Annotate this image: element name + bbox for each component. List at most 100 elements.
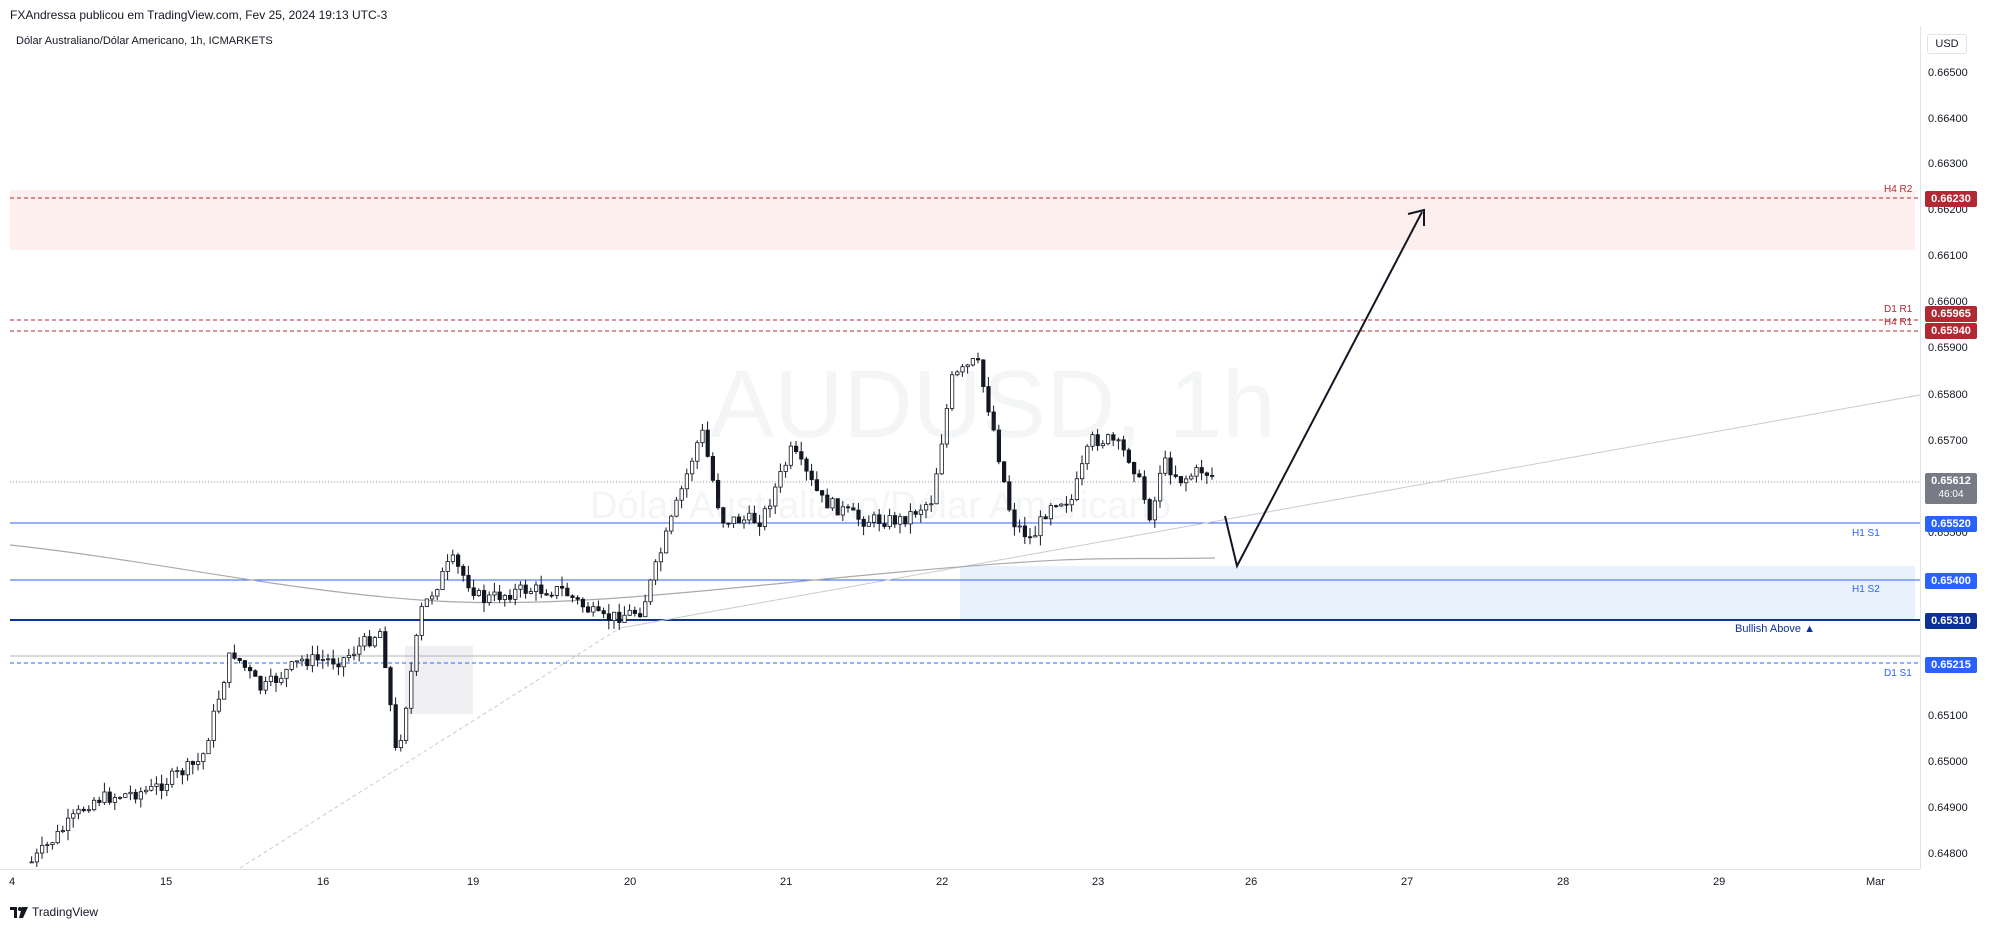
candle-body	[1111, 434, 1116, 441]
candle-body	[1038, 516, 1043, 537]
price-tick: 0.66500	[1928, 67, 1968, 79]
candle-body	[232, 652, 237, 659]
candle-body	[700, 429, 705, 444]
current-price-tag: 0.65612 46:04	[1925, 473, 1977, 504]
candle-body	[242, 660, 247, 668]
price-axis[interactable]	[1920, 26, 1991, 869]
candle-body	[154, 783, 159, 787]
candle-body	[752, 512, 757, 524]
price-tick: 0.64900	[1928, 802, 1968, 814]
candle-body	[736, 516, 742, 524]
level-label-h4-r1: H4 R1	[1884, 317, 1913, 328]
candle-body	[40, 844, 45, 854]
candle-body	[97, 799, 102, 803]
candle-body	[1028, 536, 1033, 539]
candle-body	[1142, 476, 1147, 500]
candle-body	[669, 515, 674, 532]
candle-body	[143, 789, 149, 793]
candle-body	[175, 770, 180, 773]
candle-body	[279, 677, 284, 683]
footer-brand-text: TradingView	[32, 905, 99, 919]
candle-body	[1033, 535, 1038, 538]
candle-body	[747, 512, 752, 521]
candle-body	[950, 374, 955, 409]
candle-body	[924, 504, 929, 511]
price-tick: 0.66300	[1928, 158, 1968, 170]
candle-body	[1210, 475, 1215, 477]
candle-body	[612, 611, 617, 621]
candle-body	[970, 358, 976, 366]
candle-body	[164, 783, 169, 791]
candle-body	[247, 667, 253, 672]
candle-body	[1064, 503, 1069, 506]
candle-body	[346, 654, 352, 659]
price-tag-h4-r1: 0.65940	[1925, 323, 1977, 339]
candle-body	[507, 594, 513, 600]
candle-body	[856, 509, 861, 520]
candle-body	[939, 443, 944, 475]
candle-body	[1048, 505, 1053, 520]
candle-body	[476, 590, 482, 596]
candle-body	[341, 657, 346, 668]
candle-body	[1173, 474, 1178, 477]
currency-selector[interactable]: USD	[1927, 34, 1967, 54]
candle-body	[825, 494, 830, 509]
candle-body	[528, 591, 534, 594]
candle-body	[565, 587, 570, 597]
candle-body	[632, 609, 638, 614]
footer-brand[interactable]: TradingView	[10, 905, 98, 919]
candle-body	[419, 606, 424, 636]
candle-body	[846, 506, 851, 509]
candle-body	[731, 516, 736, 524]
candle-body	[1106, 434, 1111, 445]
candle-body	[1116, 439, 1121, 442]
candle-body	[388, 667, 393, 706]
level-label-d1-r1: D1 R1	[1884, 304, 1913, 315]
candle-body	[86, 809, 91, 812]
candle-body	[1163, 457, 1168, 474]
level-label-h1-s2: H1 S2	[1852, 584, 1880, 595]
price-tick: 0.65700	[1928, 435, 1968, 447]
candle-body	[227, 652, 232, 683]
candle-body	[1090, 434, 1095, 447]
candle-body	[34, 852, 40, 863]
time-axis[interactable]: 4 15 16 19 20 21 22 23 26 27 28 29 Mar	[0, 869, 1920, 894]
candle-body	[357, 645, 362, 655]
candle-body	[216, 698, 221, 712]
candle-body	[1194, 467, 1199, 477]
candle-body	[944, 407, 950, 445]
candle-body	[960, 366, 965, 373]
candle-body	[570, 595, 575, 598]
candle-body	[424, 598, 430, 607]
chart-plot[interactable]	[0, 26, 1920, 869]
time-tick: 26	[1245, 876, 1258, 888]
candle-body	[1100, 443, 1105, 447]
candle-body	[892, 515, 898, 525]
candle-body	[1043, 516, 1048, 520]
candle-body	[1152, 500, 1157, 521]
candle-body	[820, 490, 825, 496]
candle-body	[190, 761, 195, 765]
price-tag-bullish: 0.65310	[1925, 613, 1977, 629]
candle-body	[518, 584, 523, 590]
candle-body	[653, 561, 658, 581]
candle-body	[976, 358, 981, 361]
candle-body	[393, 704, 398, 748]
price-tick: 0.66400	[1928, 113, 1968, 125]
candle-body	[60, 830, 66, 833]
candle-body	[383, 631, 388, 669]
candle-body	[497, 591, 502, 600]
time-tick: 22	[936, 876, 949, 888]
candle-body	[398, 740, 404, 748]
candle-body	[1007, 481, 1012, 511]
candle-body	[617, 611, 622, 623]
price-tick: 0.66200	[1928, 204, 1968, 216]
candle-body	[1069, 499, 1074, 506]
time-tick: 20	[624, 876, 637, 888]
candle-body	[965, 364, 970, 368]
candle-body	[539, 584, 544, 594]
candle-body	[679, 488, 684, 501]
time-tick: 29	[1713, 876, 1726, 888]
trendline-ext	[239, 627, 621, 869]
candle-body	[742, 519, 747, 524]
